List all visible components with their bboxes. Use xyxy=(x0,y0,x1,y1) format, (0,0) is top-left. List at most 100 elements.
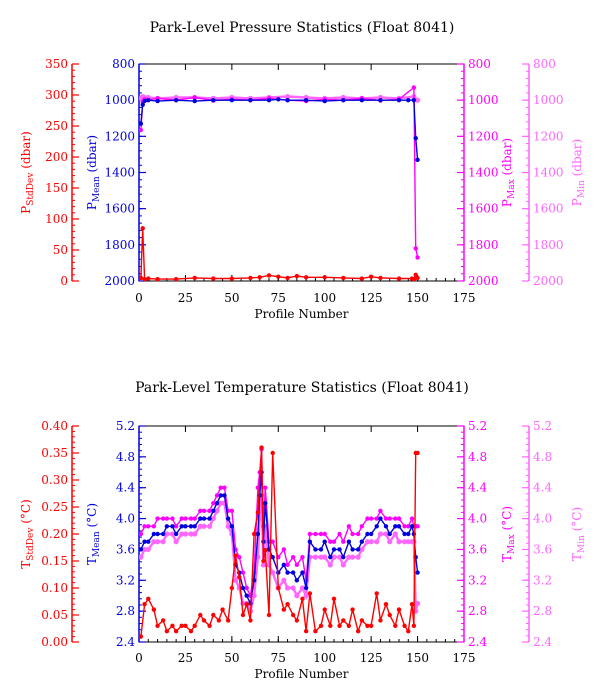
data-point-stddev xyxy=(415,450,420,456)
data-point-stddev xyxy=(155,276,160,282)
data-point-mean xyxy=(393,524,398,529)
data-point-max xyxy=(290,554,296,560)
y-axis-min: 800 1000 1200 1400 1600 1800 2000 PMin (dbar) xyxy=(522,57,587,288)
data-point-stddev xyxy=(387,612,392,618)
data-point-mean xyxy=(355,547,361,552)
y-axis-label-sub: Max xyxy=(507,179,517,199)
data-point-mean xyxy=(328,554,333,560)
data-point-stddev xyxy=(251,531,257,537)
data-point-max xyxy=(146,524,151,529)
data-point-max xyxy=(201,508,207,514)
y-axis-label-unit: (dbar) xyxy=(85,135,99,176)
data-point-stddev xyxy=(240,612,246,618)
y-tick-label: 1200 xyxy=(468,129,499,143)
data-point-mean xyxy=(244,593,249,598)
data-point-max xyxy=(337,531,342,537)
data-point-mean xyxy=(402,531,407,537)
data-point-stddev xyxy=(198,612,203,618)
data-point-stddev xyxy=(248,275,253,281)
data-point-max xyxy=(346,524,352,529)
data-point-mean xyxy=(160,531,166,537)
data-point-mean xyxy=(337,547,342,552)
data-point-min xyxy=(214,508,220,514)
data-point-stddev xyxy=(211,276,216,281)
data-point-mean xyxy=(240,585,246,591)
data-point-min xyxy=(322,554,328,560)
data-point-min xyxy=(414,600,421,607)
data-point-stddev xyxy=(173,276,179,282)
y-tick-label: 1600 xyxy=(533,202,564,216)
y-axis-stddev: 0 50 100 150 200 250 300 350 PStdDev (dbar) xyxy=(19,57,79,288)
y-tick-label: 5.2 xyxy=(468,419,487,433)
data-point-min xyxy=(383,531,389,537)
data-point-mean xyxy=(294,578,300,583)
data-point-stddev xyxy=(341,618,346,623)
y-tick-label: 1400 xyxy=(533,166,564,180)
y-tick-label: 800 xyxy=(468,57,491,71)
data-point-mean xyxy=(368,531,374,537)
data-point-min xyxy=(299,585,306,591)
y-axis-mean: 2.4 2.8 3.2 3.6 4.0 4.4 4.8 5.2 TMean (°C) xyxy=(85,419,146,649)
data-point-stddev xyxy=(350,607,355,612)
y-tick-label: 1200 xyxy=(533,129,564,143)
y-tick-label: 1000 xyxy=(533,93,564,107)
y-tick-label: 3.2 xyxy=(468,573,487,587)
data-point-stddev xyxy=(192,275,197,281)
data-point-stddev xyxy=(281,607,287,612)
y-tick-label: 800 xyxy=(533,57,556,71)
data-point-max xyxy=(179,516,184,521)
data-point-max xyxy=(322,531,327,537)
data-point-min xyxy=(387,539,393,545)
data-point-max xyxy=(142,524,147,529)
x-tick-label: 125 xyxy=(360,291,383,305)
y-axis-label: TMean (°C) xyxy=(85,503,102,565)
data-point-max xyxy=(294,562,300,568)
y-axis-label-main: T xyxy=(570,553,584,561)
y-tick-label: 4.8 xyxy=(533,450,552,464)
data-point-mean xyxy=(201,516,207,521)
data-point-min xyxy=(303,593,309,599)
y-axis-label-unit: (°C) xyxy=(85,503,99,531)
y-tick-label: 0.40 xyxy=(41,419,68,433)
data-point-min xyxy=(251,593,257,599)
data-point-stddev xyxy=(155,623,160,628)
data-point-min xyxy=(374,539,380,545)
y-tick-label: 200 xyxy=(45,150,68,164)
data-point-mean xyxy=(140,102,145,107)
data-point-max xyxy=(374,516,379,521)
data-point-max xyxy=(383,516,389,521)
y-tick-label: 0.05 xyxy=(41,608,68,622)
data-point-mean xyxy=(387,531,392,537)
data-point-min xyxy=(392,531,398,537)
data-point-max xyxy=(387,516,392,521)
data-point-stddev xyxy=(139,275,144,281)
data-point-max xyxy=(263,485,268,490)
data-point-min xyxy=(368,539,374,545)
data-point-max xyxy=(244,585,249,591)
data-point-min xyxy=(154,539,161,545)
data-point-min xyxy=(173,539,179,545)
data-point-min xyxy=(151,539,157,545)
data-point-stddev xyxy=(307,591,313,596)
y-tick-label: 4.8 xyxy=(468,450,487,464)
data-point-max xyxy=(192,516,197,521)
data-point-mean xyxy=(341,554,346,560)
data-point-max xyxy=(192,95,197,100)
x-tick-label: 0 xyxy=(135,651,143,665)
data-point-min xyxy=(210,515,216,522)
y-tick-label: 2.8 xyxy=(468,604,487,618)
data-point-min xyxy=(405,539,411,545)
data-point-max xyxy=(285,562,290,568)
data-point-mean xyxy=(290,570,296,575)
y-tick-label: 1400 xyxy=(468,166,499,180)
data-point-min xyxy=(164,531,170,537)
data-point-min xyxy=(355,554,361,560)
data-point-stddev xyxy=(183,623,188,628)
data-point-stddev xyxy=(266,612,272,618)
data-point-max xyxy=(237,554,242,560)
data-point-stddev xyxy=(393,623,398,628)
data-point-stddev xyxy=(229,585,235,591)
data-point-stddev xyxy=(259,445,264,450)
data-point-mean xyxy=(192,98,197,104)
data-point-max xyxy=(365,516,370,521)
